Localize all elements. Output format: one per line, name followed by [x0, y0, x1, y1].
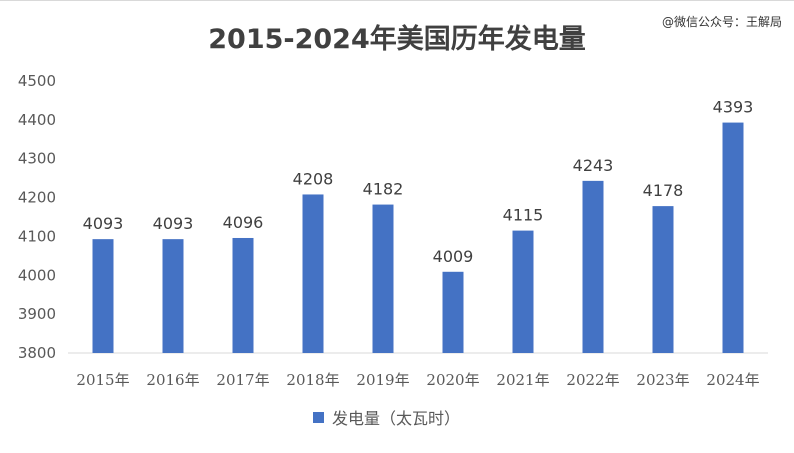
bar: [92, 239, 114, 353]
data-label: 4093: [153, 214, 194, 233]
data-label: 4009: [433, 247, 474, 266]
x-tick-label: 2016年: [146, 371, 199, 389]
x-tick-label: 2020年: [426, 371, 479, 389]
bar: [302, 194, 324, 353]
y-tick-label: 4300: [18, 150, 56, 168]
data-label: 4178: [643, 181, 684, 200]
y-tick-label: 4100: [18, 227, 56, 245]
y-tick-label: 4000: [18, 266, 56, 284]
x-tick-label: 2015年: [76, 371, 129, 389]
bar: [372, 204, 394, 353]
y-tick-label: 4400: [18, 111, 56, 129]
bar: [582, 180, 604, 353]
data-label: 4115: [503, 206, 544, 225]
x-tick-label: 2022年: [566, 371, 619, 389]
x-tick-label: 2017年: [216, 371, 269, 389]
bar: [162, 239, 184, 353]
data-label: 4393: [713, 98, 754, 117]
legend-label: 发电量（太瓦时）: [332, 409, 460, 428]
chart-title: 2015-2024年美国历年发电量: [208, 24, 586, 55]
x-tick-label: 2018年: [286, 371, 339, 389]
bar: [232, 237, 254, 353]
watermark: @微信公众号：王解局: [661, 15, 782, 29]
y-tick-label: 3800: [18, 344, 56, 362]
y-tick-label: 4500: [18, 72, 56, 90]
data-label: 4243: [573, 156, 614, 175]
y-tick-label: 4200: [18, 189, 56, 207]
bar: [652, 206, 674, 353]
x-tick-label: 2023年: [636, 371, 689, 389]
bar: [722, 122, 744, 353]
data-label: 4096: [223, 213, 264, 232]
data-label: 4093: [83, 214, 124, 233]
x-tick-label: 2024年: [706, 371, 759, 389]
data-label: 4208: [293, 169, 334, 188]
data-label: 4182: [363, 180, 404, 199]
y-tick-label: 3900: [18, 305, 56, 323]
bar: [442, 271, 464, 353]
bar: [512, 230, 534, 353]
x-tick-label: 2019年: [356, 371, 409, 389]
legend-swatch: [313, 412, 324, 423]
x-tick-label: 2021年: [496, 371, 549, 389]
